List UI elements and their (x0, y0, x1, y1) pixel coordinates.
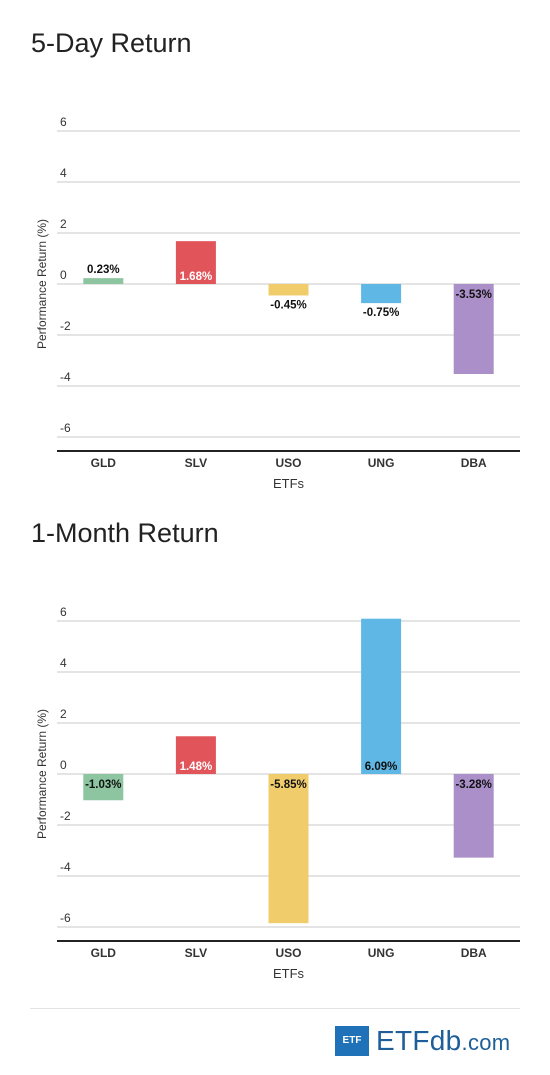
bar-ung (361, 618, 402, 774)
x-tick-label: USO (275, 456, 301, 470)
x-tick-label: DBA (461, 456, 487, 470)
y-tick-label: -2 (60, 809, 71, 823)
y-tick-label: 6 (60, 115, 67, 129)
y-tick-label: -6 (60, 911, 71, 925)
x-tick-label: USO (275, 946, 301, 960)
x-tick-label: GLD (91, 946, 117, 960)
logo-main: ETF (376, 1025, 430, 1056)
bar-uso (268, 284, 309, 296)
bar-dba (453, 284, 494, 375)
bar-uso (268, 774, 309, 924)
bar-slv (175, 241, 216, 284)
x-axis-label: ETFs (273, 476, 305, 491)
data-label: 1.48% (180, 761, 213, 773)
y-axis-label: Performance Return (%) (35, 219, 49, 349)
y-tick-label: -4 (60, 860, 71, 874)
plot-area: 6 4 2 0 -2 -4 -6 Performance Return (%) -1.03% GL… (35, 605, 520, 981)
logo-text: ETFdb.com (376, 1024, 510, 1060)
data-label: -5.85% (270, 779, 306, 791)
x-tick-label: SLV (185, 946, 207, 960)
data-label: 6.09% (365, 761, 398, 773)
logo-box: ETF (335, 1026, 369, 1056)
bar-ung (361, 284, 402, 304)
bar-slv (175, 736, 216, 774)
data-label: -0.75% (363, 307, 399, 319)
bar-gld (83, 774, 124, 801)
x-tick-label: UNG (368, 456, 395, 470)
y-tick-label: 2 (60, 707, 67, 721)
y-axis-label: Performance Return (%) (35, 709, 49, 839)
data-label: -3.28% (455, 779, 491, 791)
logo-db: db (429, 1025, 462, 1056)
y-tick-label: 4 (60, 656, 67, 670)
y-tick-label: -6 (60, 421, 71, 435)
y-tick-label: 0 (60, 758, 67, 772)
bar-gld (83, 278, 124, 284)
chart-title: 1-Month Return (31, 518, 219, 548)
x-tick-label: SLV (185, 456, 207, 470)
data-label: -3.53% (455, 289, 491, 301)
bar-dba (453, 774, 494, 858)
y-tick-label: 2 (60, 217, 67, 231)
data-label: -1.03% (85, 779, 121, 791)
logo-com: .com (461, 1030, 511, 1055)
x-tick-label: DBA (461, 946, 487, 960)
y-tick-label: 6 (60, 605, 67, 619)
y-tick-label: -4 (60, 370, 71, 384)
x-axis-label: ETFs (273, 966, 305, 981)
y-tick-label: 0 (60, 268, 67, 282)
y-tick-label: 4 (60, 166, 67, 180)
footer-divider (30, 1008, 520, 1009)
x-tick-label: UNG (368, 946, 395, 960)
chart-title: 5-Day Return (31, 28, 192, 58)
data-label: 1.68% (180, 271, 213, 283)
data-label: -0.45% (270, 299, 306, 311)
x-tick-label: GLD (91, 456, 117, 470)
y-tick-label: -2 (60, 319, 71, 333)
plot-area: 6 4 2 0 -2 -4 -6 Performance Return (%) 0.23% GLD… (35, 115, 520, 491)
data-label: 0.23% (87, 264, 120, 276)
